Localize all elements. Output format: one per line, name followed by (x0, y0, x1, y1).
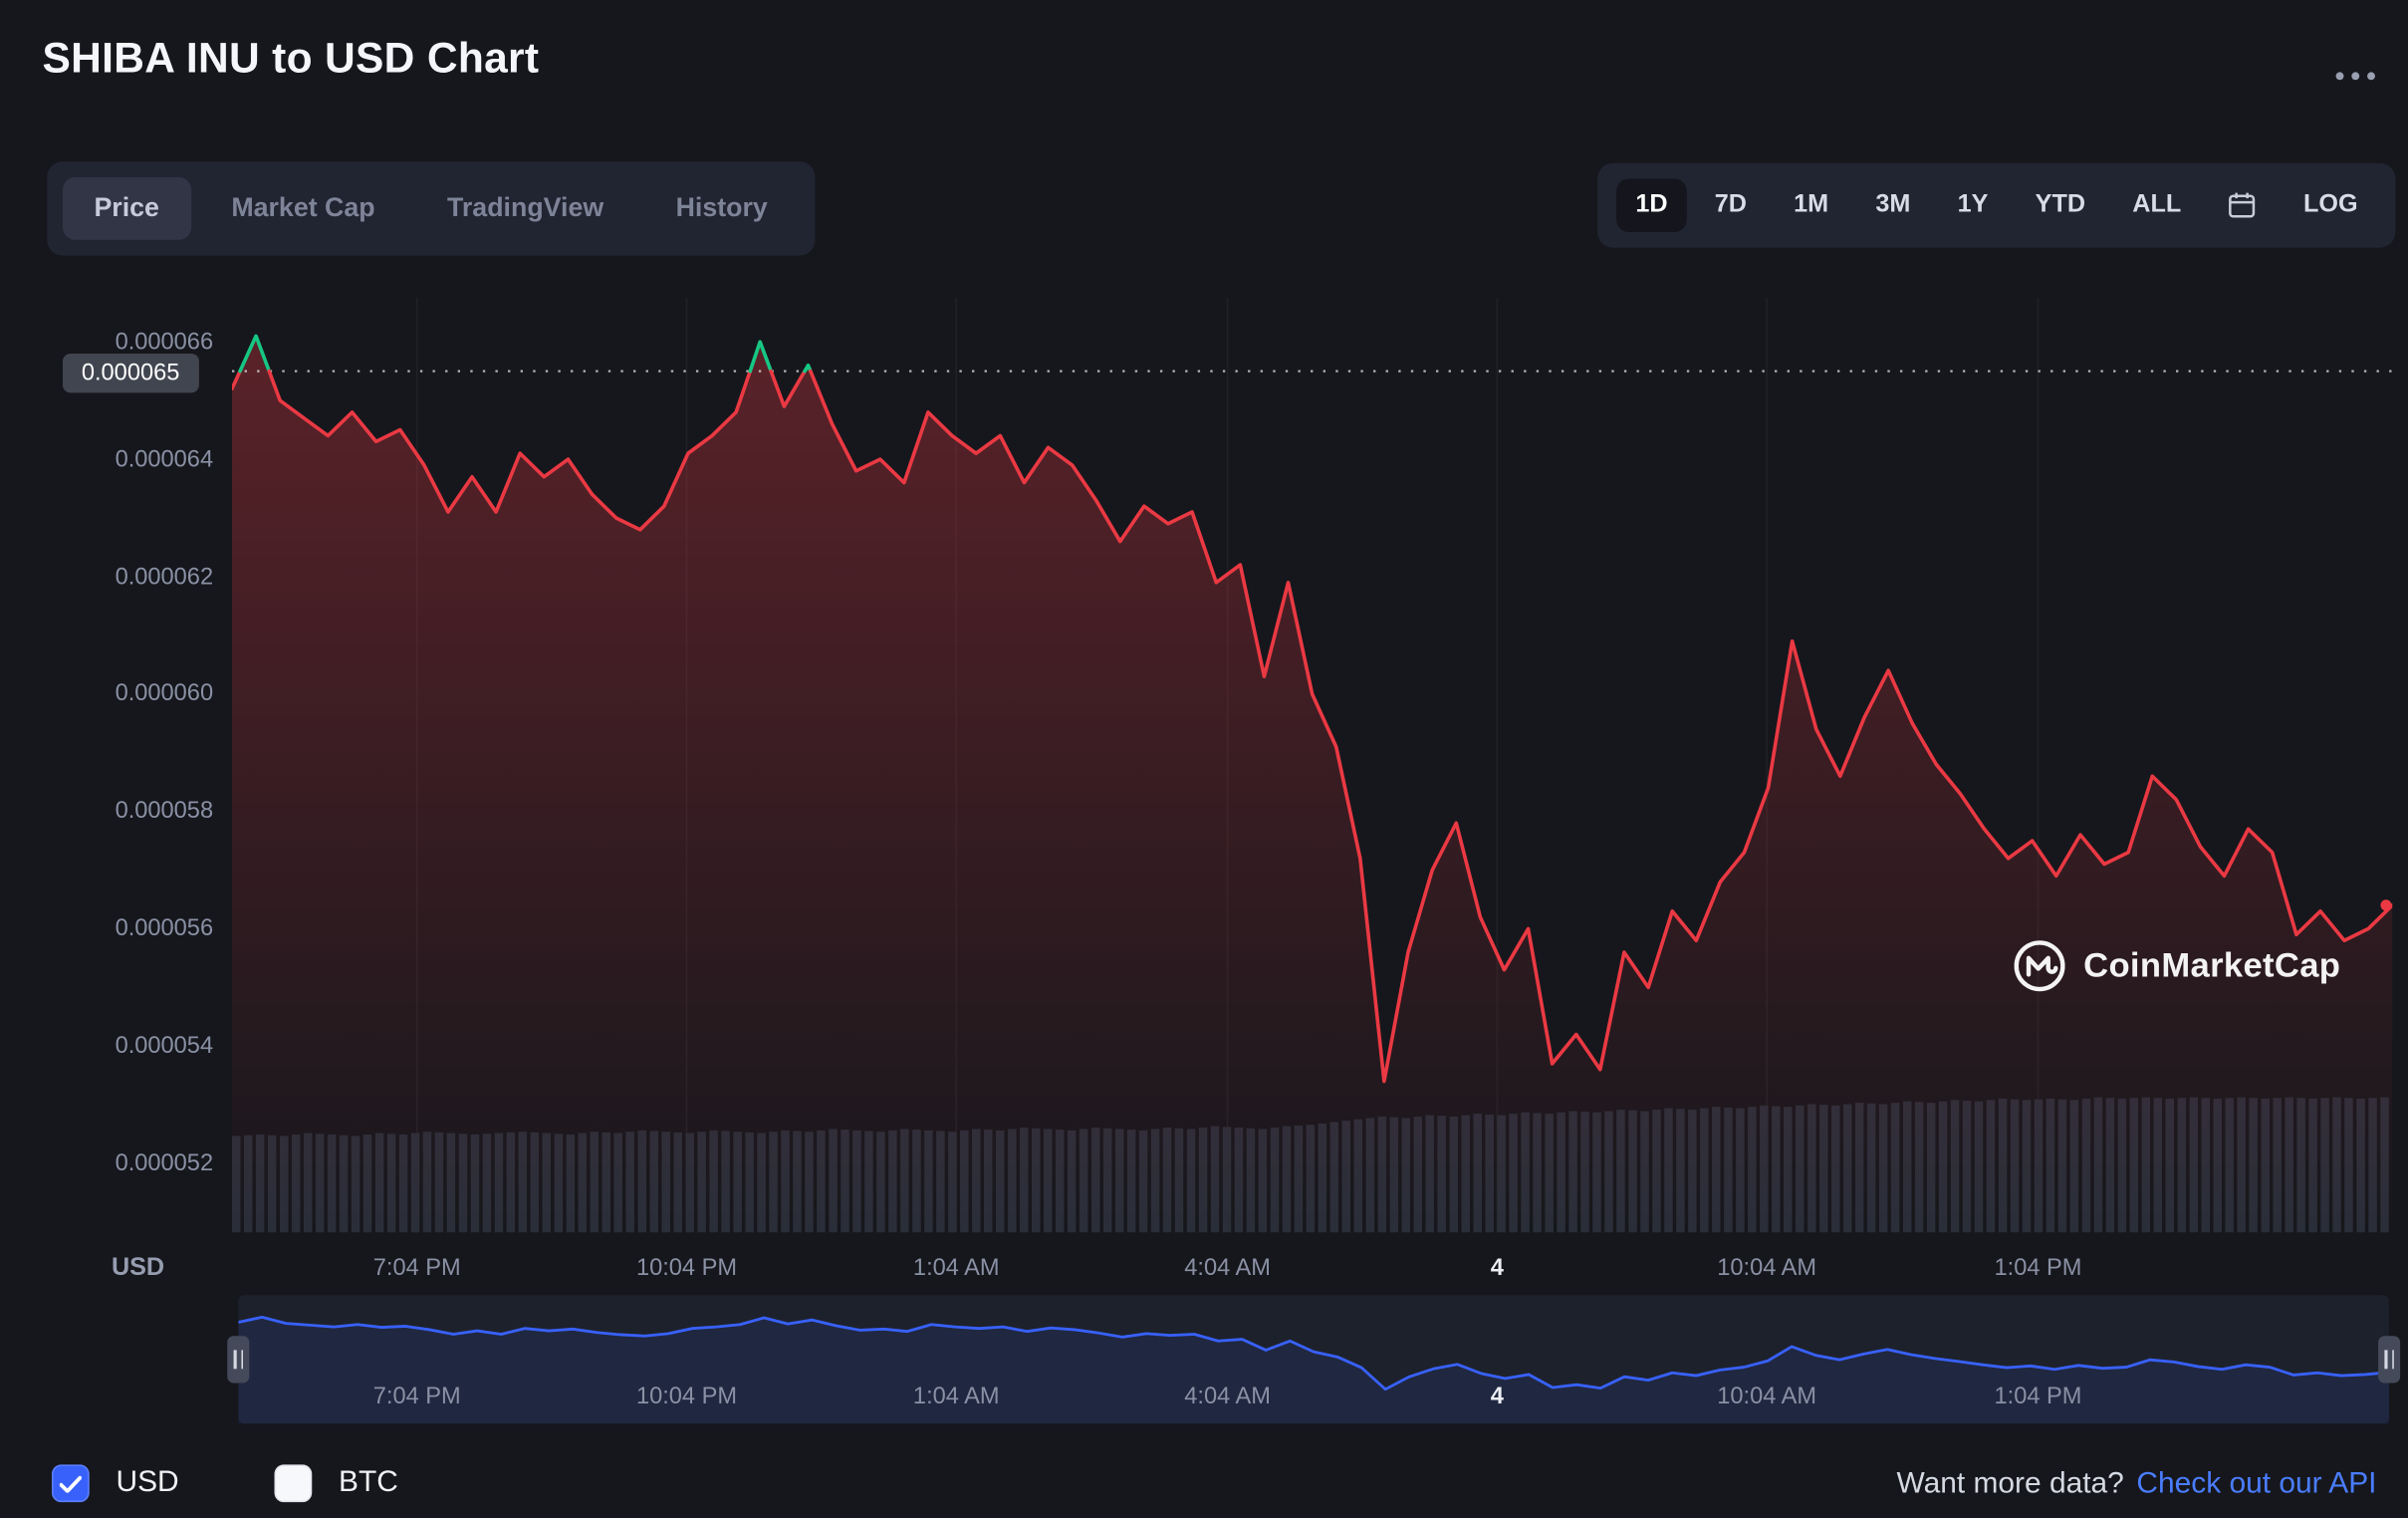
coinmarketcap-watermark: CoinMarketCap (2012, 937, 2341, 994)
y-axis-label: 0.000054 (115, 1032, 214, 1060)
calendar-range-button[interactable] (2210, 178, 2276, 232)
time-range-selector: 1D 7D 1M 3M 1Y YTD ALL LOG (1597, 162, 2396, 248)
api-link[interactable]: Check out our API (2136, 1467, 2377, 1501)
chart-navigator[interactable]: 7:04 PM 10:04 PM 1:04 AM 4:04 AM 4 10:04 AM 1:… (227, 1295, 2401, 1424)
range-button-1y[interactable]: 1Y (1957, 191, 1989, 218)
currency-toggle-btc: BTC (274, 1464, 398, 1503)
y-axis-label: 0.000058 (115, 797, 214, 825)
prev-close-price-badge: 0.000065 (62, 353, 199, 393)
navigator-handle-right[interactable] (2378, 1336, 2401, 1384)
range-button-3m[interactable]: 3M (1875, 191, 1911, 218)
price-line-segment (231, 369, 242, 391)
price-line-segment (809, 369, 2393, 1084)
page-title: SHIBA INU to USD Chart (42, 34, 540, 82)
y-axis-label: 0.000056 (115, 914, 214, 942)
navigator-time-label: 10:04 PM (635, 1383, 738, 1410)
price-line-segment (803, 363, 813, 374)
price-line-segment (748, 340, 774, 374)
usd-checkbox[interactable] (51, 1464, 90, 1503)
navigator-mini-chart (237, 1315, 2390, 1424)
y-axis-label: 0.000062 (115, 563, 214, 591)
coinmarketcap-logo-icon (2014, 940, 2065, 992)
ellipsis-icon (2351, 72, 2360, 81)
navigator-time-label: 4:04 AM (1184, 1383, 1271, 1410)
watermark-text: CoinMarketCap (2083, 945, 2341, 985)
x-axis-label: 1:04 PM (1994, 1254, 2082, 1282)
y-axis-label: 0.000052 (115, 1149, 214, 1177)
check-icon (59, 1475, 82, 1492)
range-button-log[interactable]: LOG (2303, 191, 2358, 218)
price-line-segment (267, 369, 753, 532)
range-button-7d[interactable]: 7D (1714, 191, 1747, 218)
tab-price[interactable]: Price (62, 176, 191, 240)
tab-tradingview[interactable]: TradingView (447, 192, 604, 223)
tab-market-cap[interactable]: Market Cap (231, 192, 375, 223)
y-axis-label: 0.000060 (115, 679, 214, 707)
x-axis-label: 7:04 PM (372, 1254, 461, 1282)
x-axis-label: 4:04 AM (1184, 1254, 1271, 1282)
more-menu-button[interactable] (2329, 66, 2381, 86)
price-line-segment (238, 334, 272, 374)
navigator-time-label: 1:04 PM (1994, 1383, 2082, 1410)
quote-currency-axis-label: USD (111, 1254, 165, 1282)
tab-history[interactable]: History (675, 192, 768, 223)
navigator-time-label: 1:04 AM (912, 1383, 1000, 1410)
calendar-icon (2229, 192, 2256, 218)
x-axis-day-marker: 4 (1490, 1254, 1504, 1282)
btc-checkbox-label: BTC (339, 1465, 398, 1499)
api-prompt-text: Want more data? (1896, 1467, 2124, 1501)
currency-toggle-usd: USD (51, 1464, 179, 1503)
range-button-1m[interactable]: 1M (1794, 191, 1829, 218)
price-chart-plot[interactable] (231, 298, 2393, 1233)
last-price-dot (2380, 899, 2392, 911)
x-axis-label: 10:04 AM (1717, 1254, 1817, 1282)
navigator-time-label: 10:04 AM (1717, 1383, 1817, 1410)
x-axis-label: 1:04 AM (912, 1254, 1000, 1282)
navigator-area-fill (238, 1317, 2390, 1424)
price-area-fill (231, 336, 2393, 1233)
ellipsis-icon (2335, 72, 2344, 81)
navigator-time-label: 7:04 PM (372, 1383, 461, 1410)
usd-checkbox-label: USD (116, 1465, 179, 1499)
chart-type-tabs: Price Market Cap TradingView History (47, 161, 816, 256)
btc-checkbox[interactable] (274, 1464, 313, 1503)
range-button-ytd[interactable]: YTD (2035, 191, 2086, 218)
y-axis-label: 0.000066 (115, 328, 214, 356)
navigator-handle-left[interactable] (227, 1336, 250, 1384)
price-line-segment (769, 369, 807, 408)
navigator-line (237, 1315, 2390, 1392)
range-button-all[interactable]: ALL (2132, 191, 2182, 218)
range-button-1d[interactable]: 1D (1616, 178, 1687, 232)
x-axis-label: 10:04 PM (635, 1254, 738, 1282)
ellipsis-icon (2367, 72, 2375, 81)
y-axis-label: 0.000064 (115, 445, 214, 473)
api-callout: Want more data? Check out our API (1896, 1467, 2376, 1502)
navigator-day-marker: 4 (1490, 1383, 1504, 1410)
